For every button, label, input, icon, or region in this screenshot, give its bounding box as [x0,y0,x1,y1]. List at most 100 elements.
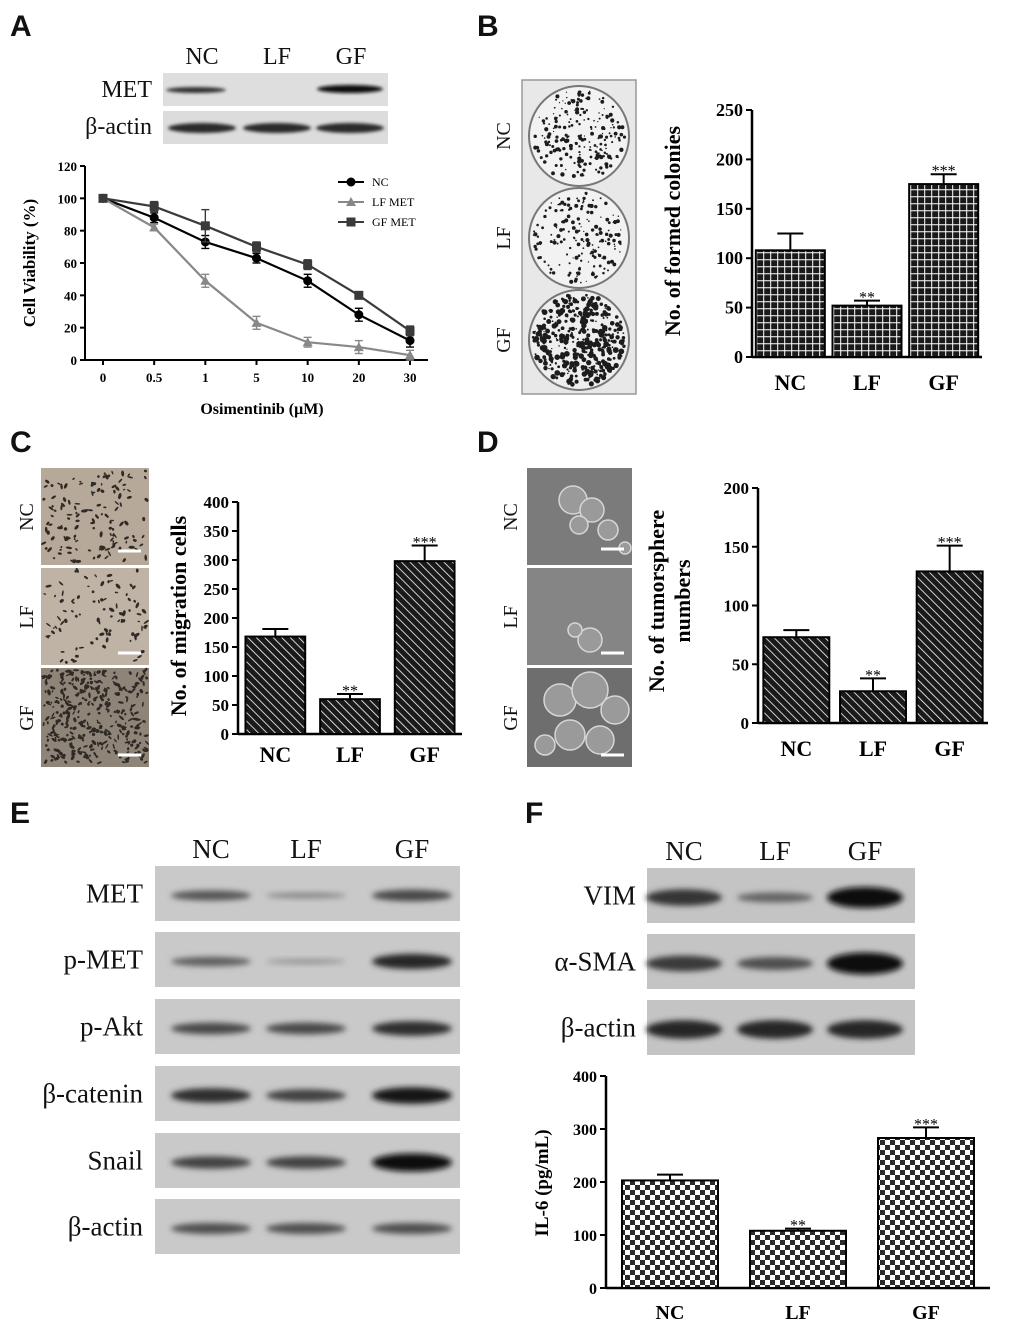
migration-cell [88,754,92,757]
blot-band [266,1156,346,1169]
migration-cell [121,761,126,764]
colony-dot [598,112,600,114]
colony-dot [608,343,611,347]
panel-a-blot: NC LF GF MET β-actin [85,44,388,144]
migration-cell [72,477,75,480]
colony-dot [574,110,580,115]
chart-b-ylabel: No. of formed colonies [660,125,685,336]
migration-cell [67,706,73,711]
migration-cell [81,697,85,700]
colony-dot [573,360,580,367]
colony-dot [533,245,537,248]
colony-dot [607,154,612,159]
colony-dot [608,365,613,370]
bar-nc [621,1179,719,1290]
migration-cell [57,552,62,555]
colony-dot [554,209,558,213]
migration-cell [113,710,116,713]
migration-cell [75,676,78,682]
blot-band [171,1223,251,1234]
colony-dot [562,125,567,130]
migration-cell [72,711,76,715]
colony-dot [618,339,625,345]
migration-cell [102,608,106,611]
colony-dot [568,271,572,275]
migration-cell [142,669,146,676]
migration-cell [71,682,74,686]
panel-label-d: D [477,426,499,459]
blot-e-lane-gf: GF [395,834,430,864]
colony-dot [555,135,559,139]
micrograph-c-gf [41,668,149,767]
colony-dot [601,132,604,135]
colony-dot [585,351,588,354]
migration-cell [108,735,112,740]
colony-dot [581,357,587,363]
migration-cell [119,729,122,734]
colony-dot [553,223,558,227]
colony-dot [586,218,588,221]
colony-dot [613,328,617,333]
colony-dot [561,107,563,110]
colony-dot [598,298,601,300]
migration-cell [127,476,133,479]
tumorsphere [543,683,577,717]
migration-cell [127,489,131,493]
colony-dot [575,107,580,112]
colony-dot [536,145,539,148]
migration-cell [74,502,81,505]
migration-cell [130,704,133,707]
colony-dot [602,310,607,315]
bar-lf [749,1229,847,1290]
migration-cell [118,493,122,500]
y-tick-label: 50 [212,696,229,715]
blot-f-lane-gf: GF [848,836,883,866]
y-tick-label: 100 [724,597,750,616]
colony-dot [612,238,616,243]
colony-dot [614,248,616,250]
migration-cell [126,495,132,499]
colony-dot [580,327,585,332]
colony-dot [556,117,558,119]
blot-f-lane-nc: NC [665,836,703,866]
migration-cell [112,533,115,537]
colony-dot [588,370,594,375]
colony-dot [565,138,570,143]
colony-dot [573,279,578,283]
data-point-lf-met [405,350,415,360]
colony-dot [555,309,561,315]
colony-dot [548,206,552,210]
migration-cell [79,688,85,694]
migration-cell [87,549,92,552]
colony-dot [555,98,558,101]
colony-dot [585,280,587,282]
micrograph-d-label-lf: LF [500,605,522,628]
colony-dot [586,328,589,331]
panel-label-f: F [525,797,543,830]
migration-cell [69,731,74,735]
migration-cell [103,628,109,633]
category-label: GF [934,736,965,761]
migration-cell [109,520,112,524]
panel-b-bar-chart: No. of formed colonies 0 50 100 150 200 250 NC… [660,100,982,395]
colony-dot [582,338,585,341]
colony-dot [577,163,581,167]
colony-dot [569,146,573,151]
colony-dot [586,333,591,338]
migration-cell [126,738,129,741]
colony-dot [562,304,566,309]
colony-dot [558,102,561,104]
colony-dot [602,255,607,260]
colony-dots [531,90,627,387]
bar-lf [319,698,381,736]
panel-f-blot: NC LF GF VIM α-SMA β-actin [554,836,915,1055]
colony-dot [576,338,579,341]
colony-dot [591,312,595,315]
migration-cell [92,556,96,560]
data-point-nc [149,213,159,223]
migration-cell [78,613,81,616]
colony-dot [584,330,586,332]
blot-band [266,959,346,964]
colony-dot [533,134,537,139]
